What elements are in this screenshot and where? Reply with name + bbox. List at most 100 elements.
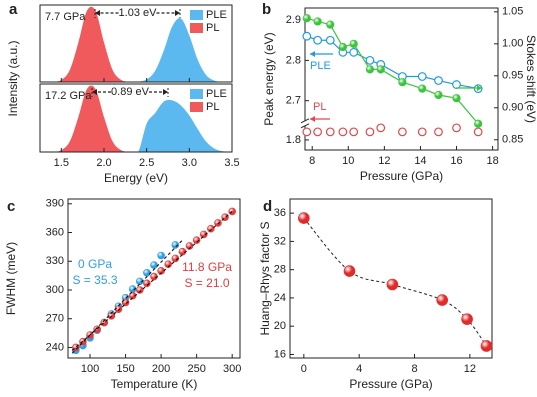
arrow-head (92, 89, 97, 95)
data-point (473, 127, 483, 137)
panel-letter: a (9, 1, 18, 18)
data-point (157, 251, 165, 260)
data-point (434, 76, 443, 85)
x-axis-label: Temperature (K) (111, 377, 198, 391)
data-point (349, 39, 358, 48)
arrow-head (477, 85, 482, 91)
y-tick-label: 2.8 (286, 54, 301, 66)
data-point (302, 31, 312, 41)
y-tick-label: 1.05 (502, 6, 523, 18)
panel-letter: d (263, 198, 272, 215)
data-point (418, 84, 427, 93)
data-point (214, 219, 222, 227)
y-tick-label: 390 (46, 198, 64, 210)
plot-frame (289, 198, 493, 359)
y-tick-label: 270 (46, 313, 64, 325)
data-point (302, 127, 312, 137)
data-point (313, 35, 323, 45)
y-axis-label: Intensity (a.u.) (6, 40, 20, 116)
y-tick-label: 2.9 (286, 14, 301, 26)
data-point (128, 291, 137, 300)
x-tick-label: 300 (223, 363, 241, 375)
data-point (171, 254, 180, 263)
x-tick-label: 3.0 (182, 157, 197, 169)
data-point (386, 278, 399, 291)
spectrum-area (44, 85, 233, 152)
data-point (434, 90, 443, 100)
gap-label: 1.03 eV (119, 7, 158, 19)
x-tick-label: 200 (152, 363, 170, 375)
x-tick-label: 8 (411, 363, 417, 375)
arrow-head (310, 51, 315, 57)
data-point (135, 286, 144, 294)
x-tick-label: 8 (309, 155, 315, 167)
data-point (398, 127, 407, 137)
data-point (480, 340, 493, 352)
x-axis-label: Pressure (GPa) (360, 169, 443, 183)
data-point (343, 265, 356, 277)
spectrum-area (44, 18, 233, 82)
y-tick-label: 1.00 (502, 38, 523, 50)
data-point (143, 268, 151, 277)
data-point (461, 313, 473, 325)
x-tick-label: 2.0 (96, 157, 111, 169)
y-tick-label: 20 (274, 320, 286, 332)
data-point (376, 123, 386, 133)
y-tick-label: 16 (274, 348, 286, 360)
gap-label: 0.89 eV (111, 86, 150, 98)
data-point (325, 35, 335, 45)
data-point (313, 127, 323, 137)
data-point (452, 94, 461, 103)
data-point (192, 236, 201, 244)
y-tick-label: 36 (274, 207, 286, 219)
legend-swatch (190, 23, 203, 33)
data-point (150, 261, 158, 269)
x-tick-label: 3.5 (224, 157, 239, 169)
y-tick-label: 360 (46, 226, 64, 238)
x-tick-label: 2.5 (139, 157, 154, 169)
data-point (114, 305, 123, 313)
series-fit-label: S = 21.0 (184, 276, 229, 290)
axis-break (302, 120, 308, 126)
x-tick-label: 0 (301, 363, 307, 375)
data-point (365, 65, 375, 74)
legend-swatch (190, 102, 203, 112)
y-axis-label: Huang–Rhys factor S (258, 221, 272, 335)
data-point (199, 230, 208, 239)
y-tick-label: 300 (46, 284, 64, 296)
y-axis-label: Peak energy (eV) (262, 32, 276, 125)
data-point (207, 224, 215, 233)
fit-line (71, 239, 183, 354)
legend-swatch (190, 10, 203, 20)
x-tick-label: 1.5 (54, 157, 69, 169)
y-tick-label: 24 (274, 292, 286, 304)
data-point (452, 123, 461, 133)
pressure-label: 17.2 GPa (45, 90, 92, 102)
arrow-head (163, 89, 168, 95)
x-tick-label: 10 (342, 155, 354, 167)
x-tick-label: 250 (187, 363, 205, 375)
x-tick-label: 14 (414, 155, 426, 167)
series-label: PL (313, 101, 326, 113)
data-point (135, 277, 144, 286)
x-tick-label: 100 (81, 363, 99, 375)
y2-axis-label: Stokes shift (eV) (524, 35, 537, 123)
axis-break (300, 123, 310, 129)
series-label: 0 GPa (78, 257, 112, 271)
legend-swatch (190, 89, 203, 99)
data-point (452, 80, 461, 89)
y-tick-label: 32 (274, 235, 286, 247)
arrow-head (175, 10, 180, 16)
fit-line (71, 211, 233, 351)
data-point (338, 127, 348, 137)
legend-label: PLE (206, 88, 227, 100)
series-label: 11.8 GPa (182, 260, 232, 274)
series-line (306, 35, 479, 90)
plot-frame (67, 198, 241, 359)
guide-line (303, 217, 487, 347)
legend-label: PL (206, 101, 219, 113)
data-point (178, 247, 187, 256)
data-point (171, 241, 180, 249)
